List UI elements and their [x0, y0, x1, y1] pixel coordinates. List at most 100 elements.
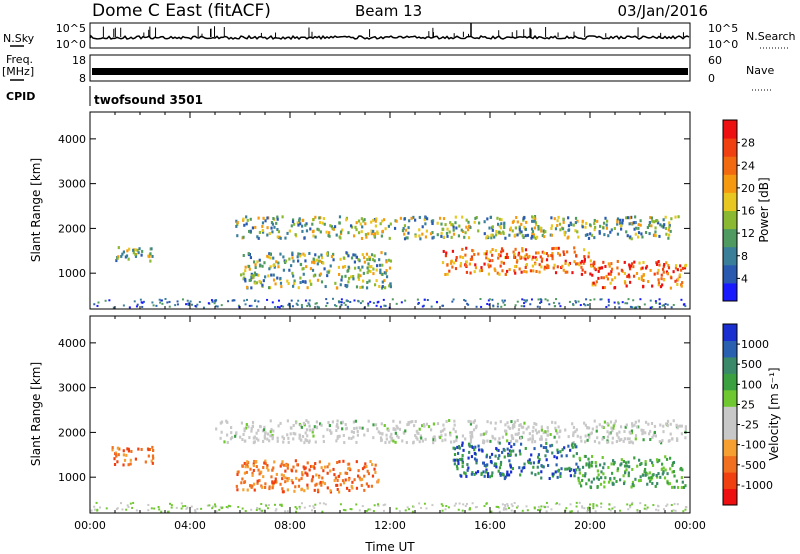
range-cell: [657, 509, 660, 512]
range-cell: [610, 228, 613, 232]
range-cell: [651, 305, 654, 308]
range-cell: [364, 462, 367, 466]
range-cell: [262, 439, 265, 443]
range-cell: [269, 430, 272, 434]
range-cell: [491, 471, 494, 475]
range-cell: [361, 225, 364, 229]
range-cell: [359, 274, 362, 278]
range-cell: [449, 431, 452, 435]
range-cell: [524, 254, 527, 258]
range-cell: [230, 431, 233, 435]
range-cell: [263, 436, 266, 440]
range-cell: [643, 470, 646, 474]
range-cell: [372, 218, 375, 222]
range-cell: [596, 476, 599, 480]
range-cell: [272, 256, 275, 260]
range-cell: [659, 423, 662, 427]
range-cell: [141, 305, 144, 308]
range-cell: [319, 480, 322, 484]
range-cell: [389, 259, 393, 263]
range-cell: [297, 299, 300, 302]
range-cell: [469, 434, 472, 438]
range-cell: [122, 463, 125, 467]
range-cell: [498, 454, 501, 458]
range-cell: [252, 468, 255, 472]
range-cell: [498, 272, 501, 276]
range-cell: [539, 301, 542, 304]
range-cell: [539, 226, 542, 230]
range-cell: [151, 461, 154, 465]
range-cell: [286, 433, 289, 437]
range-cell: [555, 502, 558, 505]
range-cell: [559, 472, 562, 476]
range-cell: [372, 436, 375, 440]
range-cell: [546, 266, 549, 270]
range-cell: [441, 261, 445, 265]
range-cell: [540, 265, 543, 269]
range-cell: [656, 221, 660, 225]
range-cell: [553, 435, 556, 439]
range-cell: [586, 426, 589, 430]
range-cell: [467, 303, 470, 306]
range-cell: [669, 422, 672, 426]
range-cell: [554, 426, 557, 430]
range-cell: [485, 455, 488, 459]
range-cell: [670, 217, 673, 221]
range-cell: [457, 462, 460, 466]
x-tick-label: 12:00: [374, 519, 406, 532]
range-cell: [269, 419, 272, 423]
range-cell: [304, 280, 307, 284]
range-cell: [572, 425, 576, 429]
range-cell: [168, 510, 171, 513]
range-cell: [626, 302, 629, 305]
range-cell: [442, 217, 446, 221]
range-cell: [465, 246, 468, 250]
range-cell: [245, 470, 248, 474]
range-cell: [276, 305, 279, 308]
range-cell: [366, 428, 369, 432]
range-cell: [249, 256, 253, 260]
range-cell: [532, 465, 535, 469]
range-cell: [545, 501, 548, 504]
range-cell: [119, 502, 122, 505]
range-cell: [268, 232, 271, 236]
range-cell: [327, 270, 330, 274]
range-cell: [243, 471, 247, 475]
range-cell: [511, 467, 515, 471]
range-cell: [347, 231, 350, 235]
range-cell: [574, 443, 577, 447]
range-cell: [298, 478, 301, 482]
range-cell: [336, 423, 339, 427]
range-cell: [244, 279, 247, 283]
range-cell: [266, 298, 269, 301]
freq-tick-bottom: 8: [79, 72, 86, 85]
range-cell: [557, 215, 560, 219]
range-cell: [311, 430, 314, 434]
range-cell: [418, 234, 421, 238]
range-cell: [424, 235, 428, 239]
range-cell: [127, 463, 130, 467]
range-cell: [590, 233, 594, 237]
range-cell: [309, 227, 312, 231]
range-cell: [501, 450, 504, 454]
range-cell: [669, 286, 672, 290]
range-cell: [262, 475, 265, 479]
range-cell: [314, 273, 317, 277]
range-cell: [303, 506, 306, 509]
range-cell: [628, 441, 631, 445]
range-cell: [525, 427, 528, 431]
range-cell: [532, 233, 535, 237]
range-cell: [598, 423, 601, 427]
range-cell: [377, 478, 380, 482]
range-cell: [545, 252, 548, 256]
range-cell: [529, 303, 532, 306]
range-cell: [617, 272, 620, 276]
range-cell: [138, 247, 141, 251]
range-cell: [663, 476, 667, 480]
range-cell: [474, 266, 478, 270]
range-cell: [656, 460, 659, 464]
range-cell: [248, 436, 251, 440]
range-cell: [607, 298, 610, 301]
range-cell: [613, 506, 616, 509]
